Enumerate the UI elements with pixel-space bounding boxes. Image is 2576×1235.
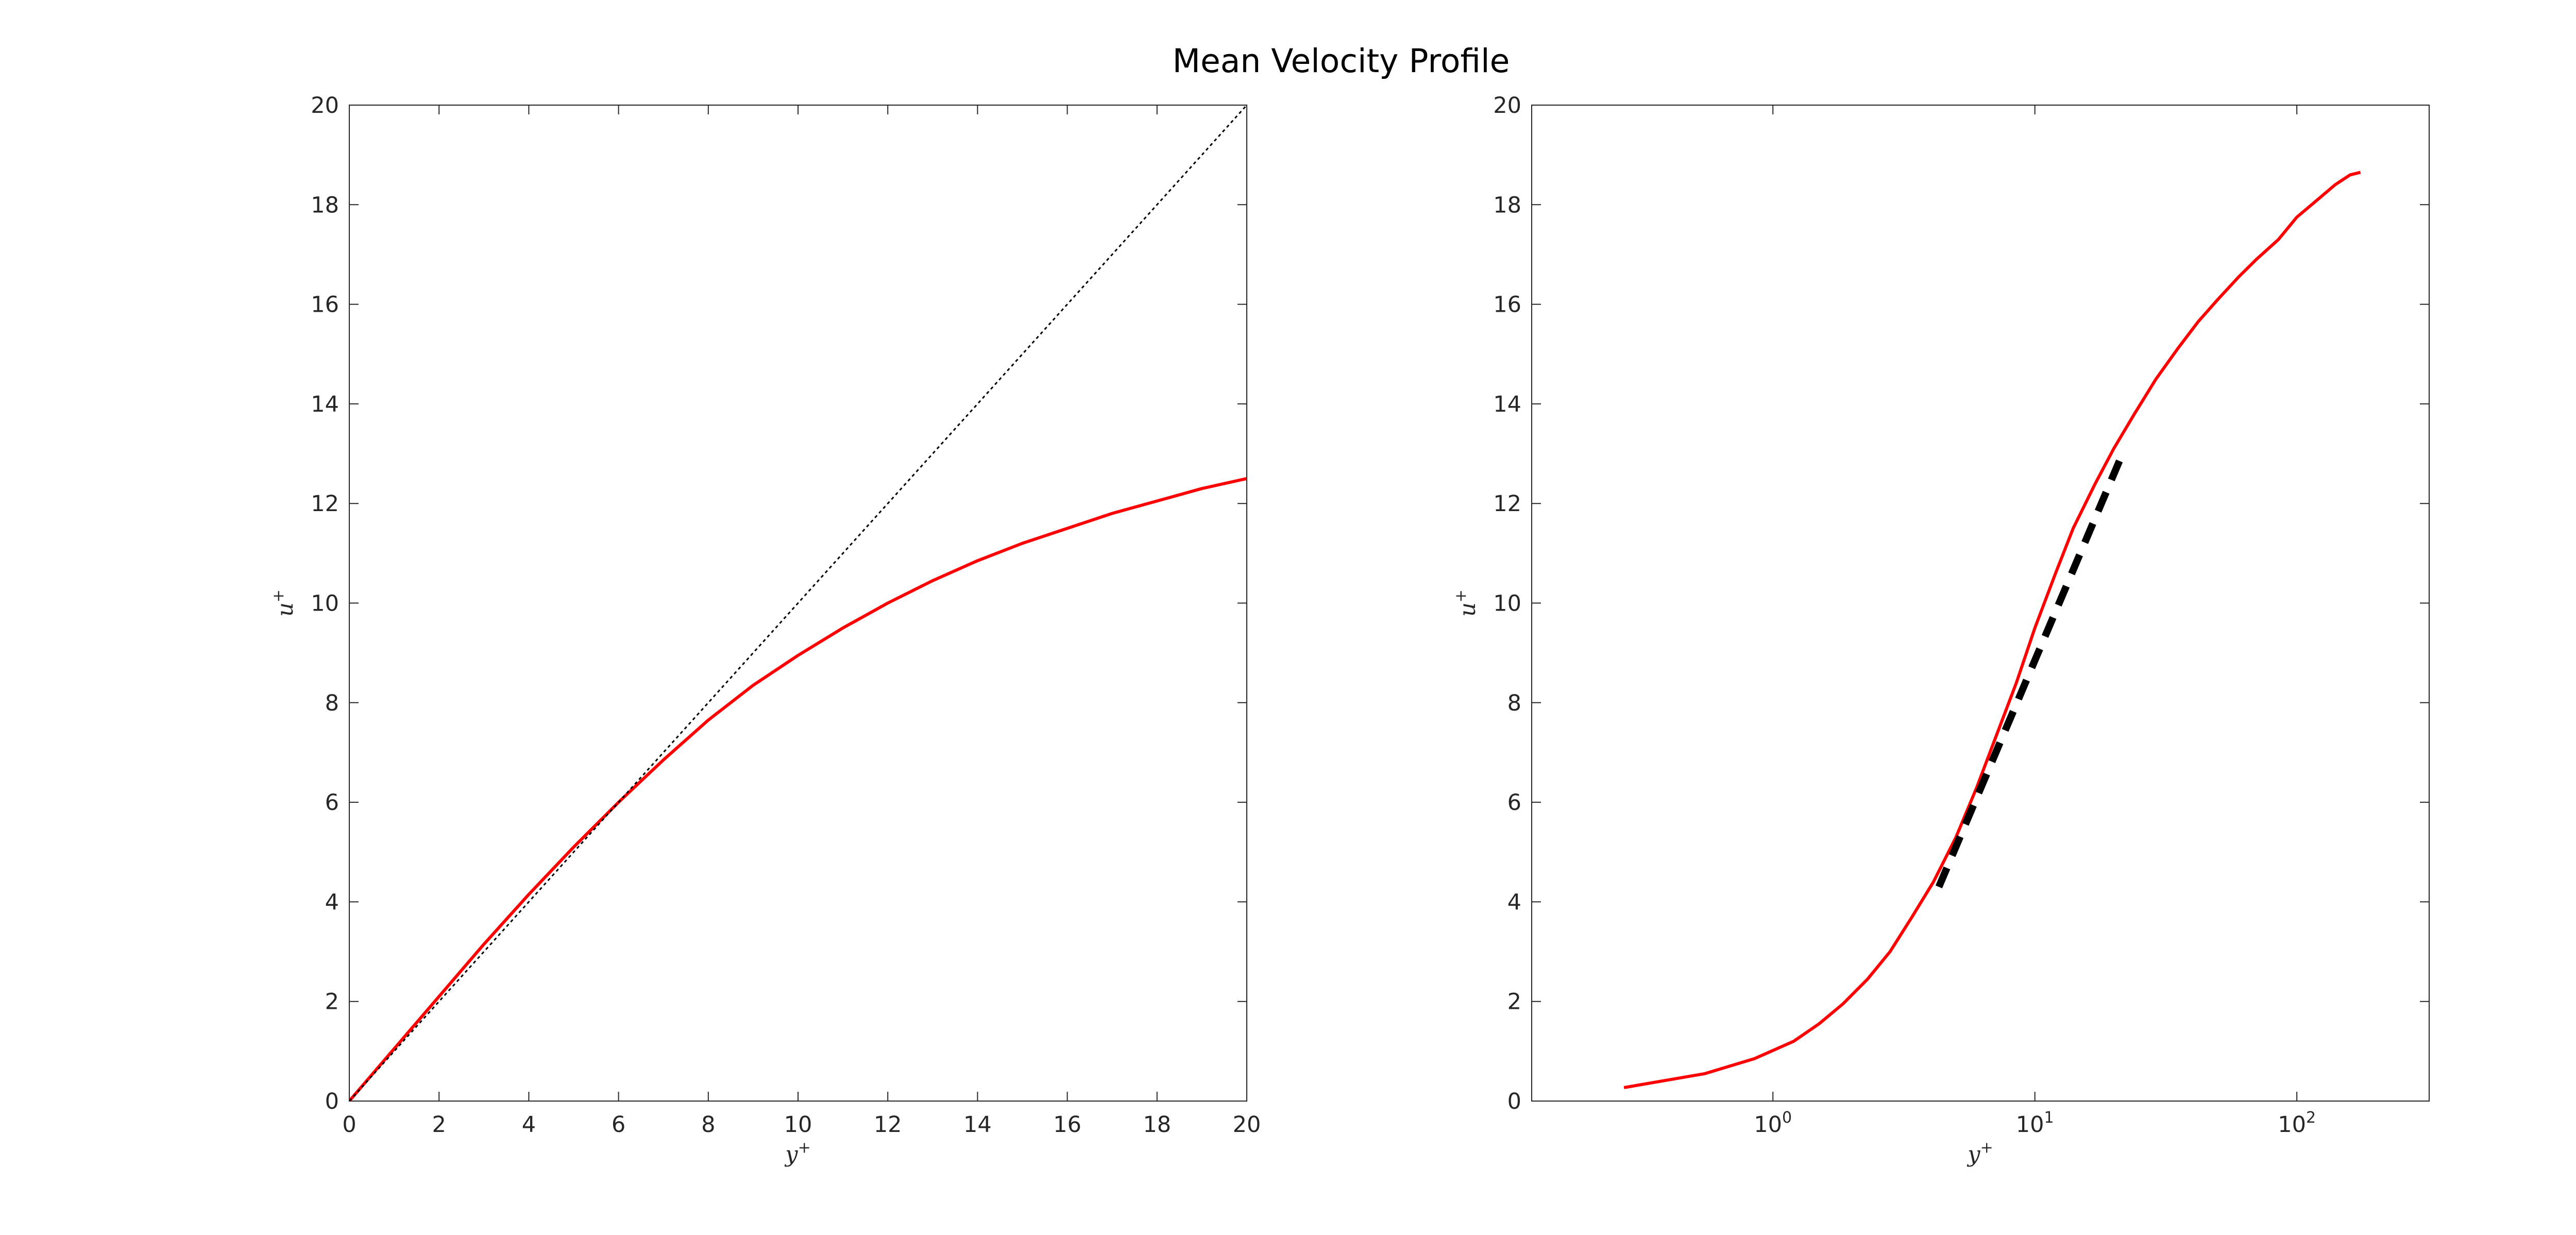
x-tick-label: 100 — [1754, 1109, 1792, 1138]
x-tick-label: 4 — [522, 1112, 536, 1138]
y-tick-label: 14 — [311, 392, 339, 417]
x-tick-label: 16 — [1053, 1112, 1081, 1138]
y-tick-label: 12 — [311, 491, 339, 517]
y-tick-label: 10 — [1493, 591, 1521, 617]
y-tick-label: 16 — [1493, 292, 1521, 318]
y-tick-label: 2 — [325, 989, 339, 1015]
y-tick-label: 12 — [1493, 491, 1521, 517]
x-tick-label: 0 — [342, 1112, 356, 1138]
x-tick-label: 20 — [1233, 1112, 1261, 1138]
x-tick-label: 10 — [784, 1112, 812, 1138]
y-tick-label: 2 — [1507, 989, 1521, 1015]
right-axes-log: 0 2 4 6 8 10 12 14 16 18 20 100 101 102 y+ u+ — [1452, 93, 2430, 1168]
reference-dashed-line — [1935, 447, 2128, 889]
y-tick-label: 10 — [311, 591, 339, 617]
x-tick-label: 18 — [1143, 1112, 1171, 1138]
velocity-profile-line — [1623, 171, 2361, 1089]
x-axis-label: y+ — [784, 1139, 810, 1168]
velocity-profile-line — [349, 477, 1247, 1101]
y-tick-label: 18 — [311, 192, 339, 218]
y-axis-label: u+ — [1452, 589, 1481, 617]
y-axis-label: u+ — [269, 589, 298, 617]
figure-title: Mean Velocity Profile — [1173, 42, 1510, 80]
x-tick-label: 14 — [963, 1112, 992, 1138]
x-tick-label: 102 — [2278, 1109, 2316, 1138]
y-tick-label: 8 — [1507, 690, 1521, 716]
viscous-sublayer-line — [349, 105, 1247, 1101]
y-tick-label: 16 — [311, 292, 339, 318]
y-tick-label: 20 — [1493, 93, 1521, 119]
y-tick-label: 6 — [325, 790, 339, 816]
y-tick-label: 18 — [1493, 192, 1521, 218]
x-axis-label: y+ — [1967, 1139, 1993, 1168]
y-tick-label: 4 — [325, 889, 339, 915]
y-tick-label: 8 — [325, 690, 339, 716]
y-tick-label: 14 — [1493, 392, 1521, 417]
left-axes-linear: 0 2 4 6 8 10 12 14 16 18 20 0 2 4 6 8 10 12 14 16 18 20 y+ u+ — [269, 93, 1261, 1168]
x-tick-label: 6 — [612, 1112, 625, 1138]
y-tick-label: 4 — [1507, 889, 1521, 915]
y-tick-label: 0 — [325, 1089, 339, 1114]
y-tick-label: 0 — [1507, 1089, 1521, 1114]
x-tick-label: 2 — [432, 1112, 446, 1138]
x-tick-label: 12 — [874, 1112, 902, 1138]
x-tick-label: 101 — [2016, 1109, 2054, 1138]
x-tick-label: 8 — [701, 1112, 715, 1138]
y-tick-label: 20 — [311, 93, 339, 119]
y-tick-label: 6 — [1507, 790, 1521, 816]
